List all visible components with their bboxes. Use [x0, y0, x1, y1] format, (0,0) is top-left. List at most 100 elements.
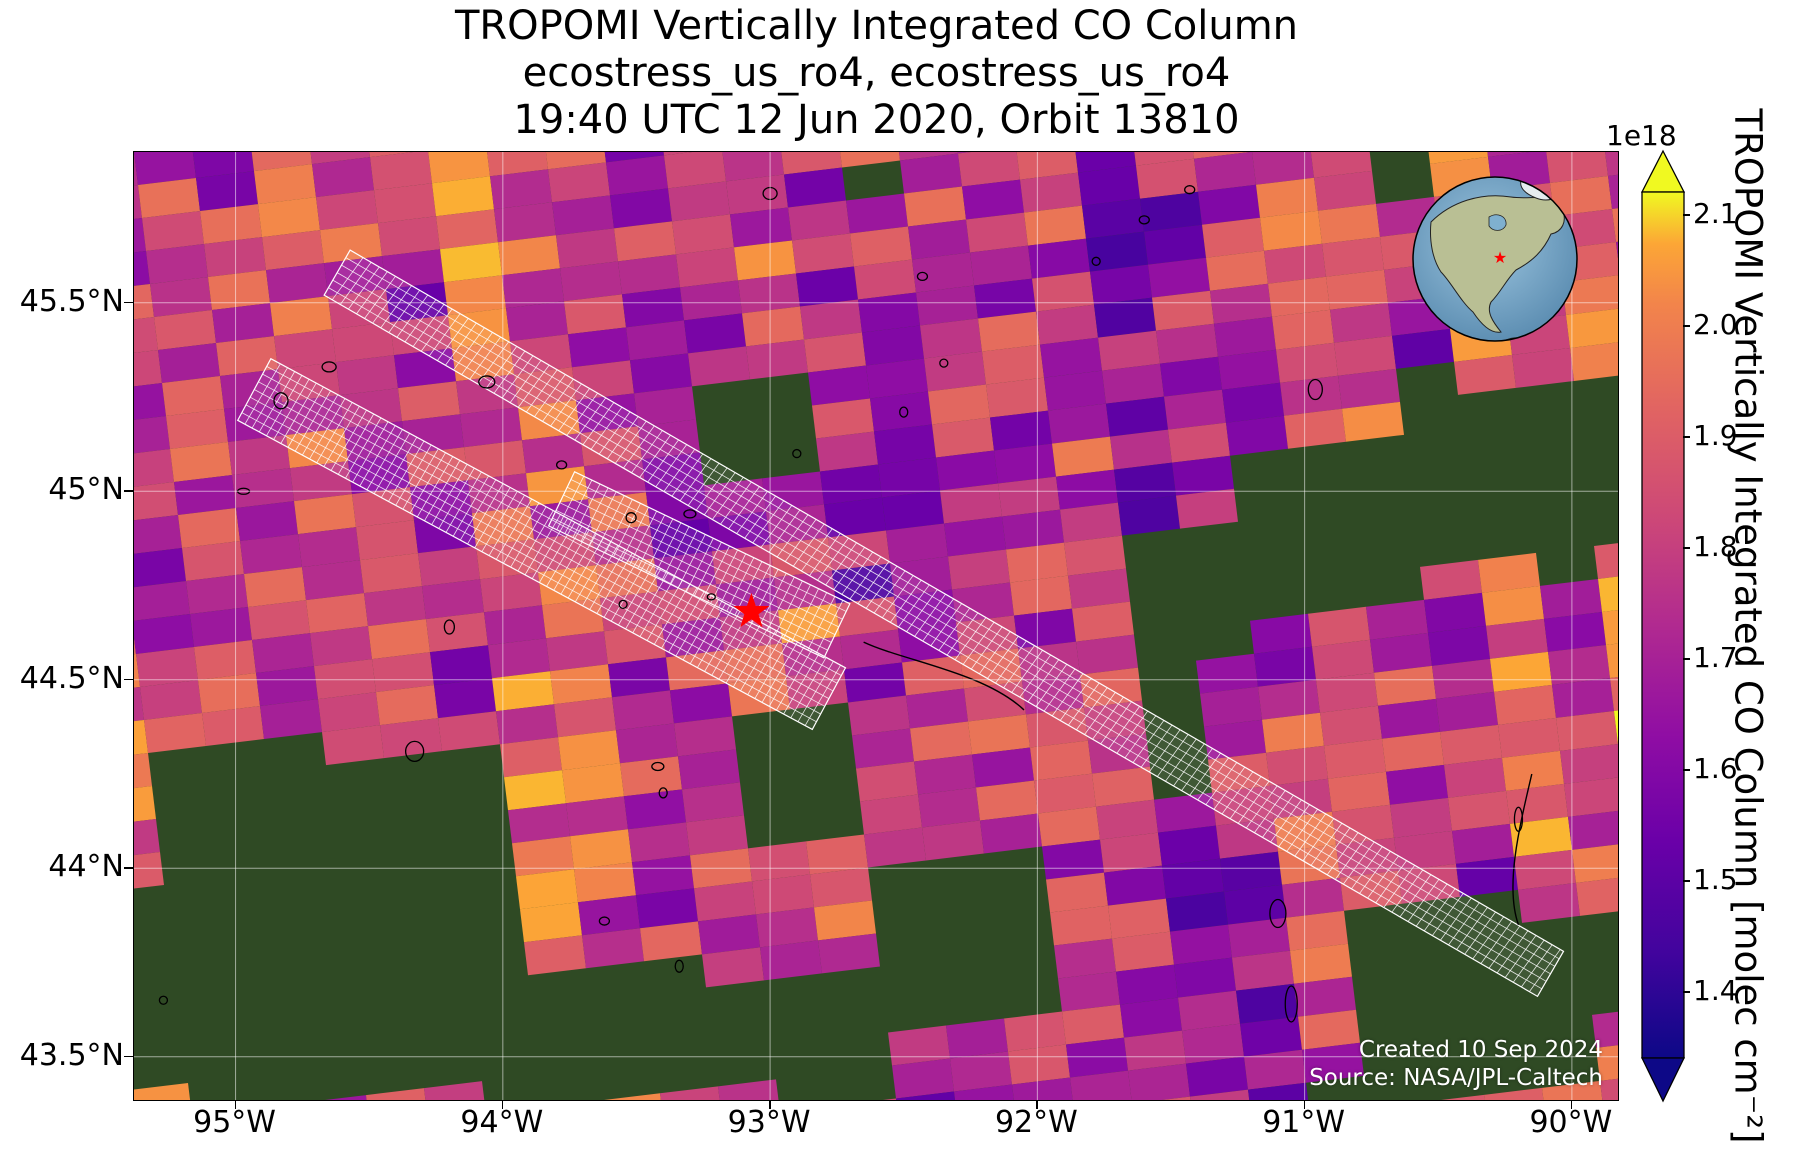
co-pixel — [440, 242, 502, 283]
co-pixel — [940, 483, 1002, 524]
co-pixel — [1374, 665, 1436, 706]
co-pixel — [1220, 851, 1282, 892]
co-pixel — [1328, 771, 1390, 812]
co-pixel — [912, 252, 974, 293]
co-pixel — [1136, 158, 1198, 199]
co-pixel — [1120, 997, 1182, 1038]
co-pixel — [1286, 910, 1348, 951]
swath-short-along-line — [262, 373, 838, 684]
lon-tick-mark — [769, 1101, 771, 1109]
lon-tick-mark — [1303, 1101, 1306, 1109]
colorbar-exponent: 1e18 — [1606, 119, 1677, 152]
colorbar-tick-mark — [1683, 325, 1690, 327]
co-pixel — [298, 527, 360, 568]
co-pixel — [1240, 1016, 1302, 1057]
co-pixel — [256, 666, 318, 707]
co-pixel — [902, 655, 964, 696]
co-pixel — [920, 318, 982, 359]
co-pixel — [1332, 804, 1394, 845]
co-pixel — [686, 815, 748, 856]
co-pixel — [534, 532, 596, 573]
map-canvas[interactable] — [134, 152, 1619, 1101]
swath-long-along-line — [345, 257, 1560, 960]
co-pixel — [134, 686, 144, 722]
co-pixel — [1512, 347, 1574, 388]
swath-overlap-along-line — [552, 517, 828, 651]
co-pixel — [1174, 957, 1236, 998]
co-pixel — [846, 193, 908, 234]
co-pixel — [134, 383, 166, 420]
co-pixel — [1244, 1049, 1306, 1090]
co-pixel — [150, 277, 212, 317]
co-pixel — [734, 240, 796, 281]
co-pixel — [856, 761, 918, 802]
co-pixel — [650, 518, 712, 559]
co-pixel — [196, 171, 258, 212]
co-pixel — [888, 1025, 950, 1066]
co-pixel — [134, 152, 196, 185]
co-pixel — [670, 683, 732, 724]
co-pixel — [558, 730, 620, 771]
co-pixel — [660, 1086, 720, 1100]
swath-overlap-cross-line — [726, 557, 755, 612]
co-pixel — [1284, 408, 1346, 449]
map-panel[interactable] — [133, 151, 1619, 1101]
co-pixel — [1487, 152, 1530, 157]
co-pixel — [618, 254, 680, 295]
swath-long-along-line — [332, 279, 1547, 982]
co-pixel — [918, 787, 980, 828]
co-pixel — [508, 803, 570, 844]
co-pixel — [1224, 884, 1286, 925]
co-pixel — [1548, 644, 1610, 685]
co-pixel — [274, 329, 336, 370]
co-pixel — [134, 185, 142, 219]
co-pixel — [1266, 745, 1328, 786]
colorbar-tick-label: 1.8 — [1693, 530, 1738, 564]
co-pixel — [1172, 455, 1234, 496]
co-pixel — [1320, 705, 1382, 746]
co-pixel — [1342, 401, 1404, 442]
co-pixel — [134, 218, 146, 253]
lon-tick-label: 91°W — [1262, 1105, 1346, 1140]
co-pixel — [614, 221, 676, 262]
co-pixel — [682, 782, 744, 823]
co-pixel — [1100, 832, 1162, 873]
co-pixel — [146, 244, 208, 284]
co-pixel — [1576, 877, 1618, 916]
co-pixel — [824, 497, 886, 538]
lat-tick-label: 43.5°N — [19, 1037, 124, 1073]
co-pixel — [1110, 429, 1172, 470]
co-pixel — [232, 468, 294, 509]
colorbar-tick-label: 1.4 — [1693, 974, 1738, 1008]
co-pixel — [1610, 677, 1618, 711]
co-pixel — [1094, 297, 1156, 338]
co-pixel — [366, 1088, 426, 1100]
co-pixel — [738, 273, 800, 314]
co-pixel — [726, 174, 788, 215]
co-pixel — [134, 317, 158, 353]
co-pixel — [178, 508, 240, 548]
co-pixel — [1096, 799, 1158, 840]
co-pixel — [906, 688, 968, 729]
co-pixel — [498, 235, 560, 276]
co-pixel — [1478, 552, 1540, 593]
co-pixel — [138, 178, 200, 218]
co-pixel — [1562, 275, 1618, 315]
co-pixel — [1024, 205, 1086, 246]
river-outline — [863, 641, 1025, 711]
co-pixel — [1032, 271, 1094, 312]
co-pixel — [678, 749, 740, 790]
co-pixel — [634, 386, 696, 427]
co-pixel — [134, 614, 194, 654]
co-pixel — [1210, 283, 1272, 324]
globe-outline — [1412, 176, 1578, 342]
co-pixel — [1424, 592, 1486, 633]
co-pixel — [134, 637, 136, 655]
swath-long-along-line — [336, 272, 1551, 975]
co-pixel — [1198, 184, 1260, 225]
co-pixel — [382, 249, 444, 290]
co-pixel — [1302, 1042, 1364, 1083]
lake-outline — [443, 619, 456, 635]
co-pixel — [954, 1084, 1014, 1100]
co-pixel — [1550, 176, 1612, 216]
